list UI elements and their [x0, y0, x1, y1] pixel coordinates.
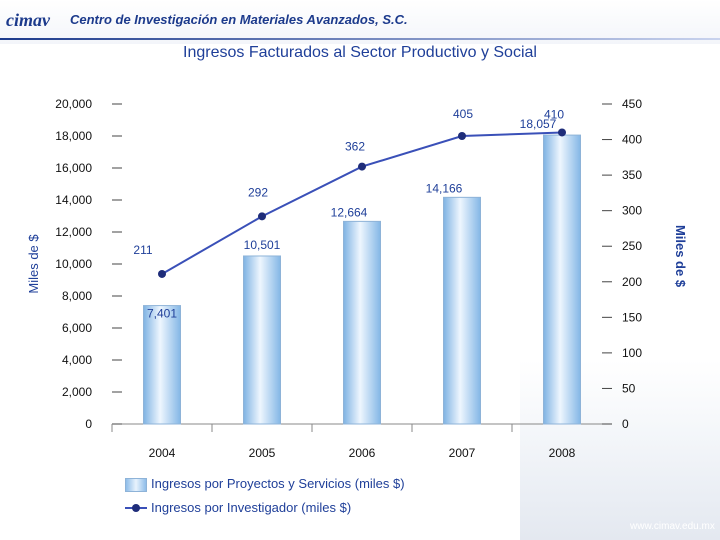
left-tick-label: 12,000: [55, 225, 92, 239]
left-tick-label: 20,000: [55, 97, 92, 111]
bar: [543, 134, 581, 425]
chart-title: Ingresos Facturados al Sector Productivo…: [183, 44, 537, 61]
bar: [143, 305, 181, 425]
left-tick-label: 0: [85, 417, 92, 431]
right-tick-label: 450: [622, 97, 642, 111]
bar-value-label: 18,057: [520, 117, 557, 131]
left-tick-label: 8,000: [62, 289, 92, 303]
bar-value-label: 12,664: [331, 205, 368, 219]
bar: [343, 220, 381, 425]
right-tick-label: 300: [622, 204, 642, 218]
right-tick-label: 250: [622, 239, 642, 253]
right-tick-label: 100: [622, 346, 642, 360]
bar-value-label: 10,501: [244, 238, 281, 252]
bar: [243, 255, 281, 425]
right-tick-label: 50: [622, 381, 636, 395]
header-divider: [0, 38, 720, 40]
line-value-label: 405: [453, 107, 473, 121]
right-tick-label: 0: [622, 417, 629, 431]
line-marker-icon: [132, 504, 140, 512]
x-tick-label: 2006: [349, 446, 376, 460]
line-point: [158, 269, 166, 278]
line-value-label: 410: [544, 107, 564, 121]
right-axis-label: Miles de $: [673, 225, 688, 288]
line-point: [258, 212, 266, 221]
left-tick-label: 6,000: [62, 321, 92, 335]
left-tick-label: 14,000: [55, 193, 92, 207]
cimav-logo: cimav: [6, 10, 50, 30]
x-tick-label: 2005: [249, 446, 276, 460]
right-tick-label: 400: [622, 133, 642, 147]
bar-swatch-icon: [125, 478, 147, 492]
left-axis-label: Miles de $: [26, 234, 41, 294]
bar-value-label: 7,401: [147, 307, 177, 321]
legend-label-bars: Ingresos por Proyectos y Servicios (mile…: [151, 476, 405, 491]
x-tick-label: 2004: [149, 446, 176, 460]
line-value-label: 362: [345, 140, 365, 154]
right-tick-label: 350: [622, 168, 642, 182]
line-point: [458, 132, 466, 140]
website-url: www.cimav.edu.mx: [630, 521, 715, 532]
right-tick-label: 150: [622, 310, 642, 324]
left-tick-label: 10,000: [55, 257, 92, 271]
bar-value-label: 14,166: [426, 181, 463, 195]
left-tick-label: 18,000: [55, 129, 92, 143]
x-tick-label: 2007: [449, 446, 476, 460]
legend-label-line: Ingresos por Investigador (miles $): [151, 500, 352, 515]
line-value-label: 211: [133, 243, 152, 257]
header-bar: cimav Centro de Investigación en Materia…: [0, 0, 720, 44]
bar: [443, 196, 481, 425]
organization-name: Centro de Investigación en Materiales Av…: [70, 12, 408, 27]
left-tick-label: 4,000: [62, 353, 92, 367]
left-tick-label: 16,000: [55, 161, 92, 175]
right-tick-label: 200: [622, 275, 642, 289]
x-tick-label: 2008: [549, 446, 576, 460]
line-point: [558, 128, 566, 137]
line-point: [358, 162, 366, 171]
left-tick-label: 2,000: [62, 385, 92, 399]
line-value-label: 292: [248, 185, 268, 199]
